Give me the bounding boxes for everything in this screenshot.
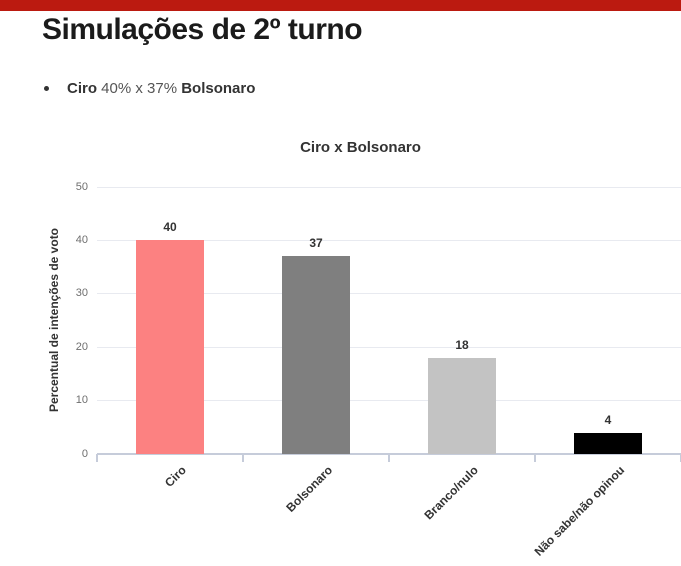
y-tick-label-30: 30: [75, 287, 88, 300]
y-tick-label-50: 50: [75, 180, 88, 193]
x-axis-label-nao-sabe-nao-opinou: Não sabe/não opinou: [531, 463, 627, 559]
x-axis-label-ciro: Ciro: [162, 463, 189, 490]
chart-title: Ciro x Bolsonaro: [300, 139, 421, 156]
y-tick-label-40: 40: [75, 233, 88, 246]
bar-ciro: [136, 240, 204, 454]
bar-value-label-nao-sabe-nao-opinou: 4: [604, 412, 612, 427]
x-axis-tick-0: [96, 454, 98, 462]
x-axis-label-branco-nulo: Branco/nulo: [421, 463, 481, 523]
bar-bolsonaro: [282, 256, 350, 454]
gridline-40: [97, 239, 681, 241]
bar-value-label-bolsonaro: 37: [309, 236, 323, 251]
x-axis-tick-2: [388, 454, 390, 462]
bar-value-label-ciro: 40: [163, 220, 177, 235]
versus-score: 40% x 37%: [97, 80, 182, 97]
bullet-marker-icon: [44, 86, 49, 91]
y-tick-label-0: 0: [81, 447, 88, 460]
gridline-30: [97, 293, 681, 295]
bar-value-label-branco-nulo: 18: [455, 337, 469, 352]
y-axis-title: Percentual de intenções de voto: [47, 227, 61, 413]
candidate-b-name: Bolsonaro: [181, 80, 256, 97]
y-tick-label-20: 20: [75, 340, 88, 353]
top-accent-bar: [0, 0, 681, 11]
x-axis-tick-3: [534, 454, 536, 462]
page-title: Simulações de 2º turno: [42, 13, 363, 46]
summary-bullet: Ciro 40% x 37% Bolsonaro: [44, 80, 255, 97]
gridline-50: [97, 186, 681, 188]
gridline-10: [97, 400, 681, 402]
candidate-a-name: Ciro: [67, 80, 97, 97]
bar-nao-sabe-nao-opinou: [574, 432, 642, 454]
y-tick-label-10: 10: [75, 394, 88, 407]
x-axis-tick-1: [242, 454, 244, 462]
gridline-20: [97, 346, 681, 348]
bar-branco-nulo: [428, 357, 496, 454]
x-axis-label-bolsonaro: Bolsonaro: [283, 463, 335, 515]
summary-text: Ciro 40% x 37% Bolsonaro: [67, 80, 255, 97]
